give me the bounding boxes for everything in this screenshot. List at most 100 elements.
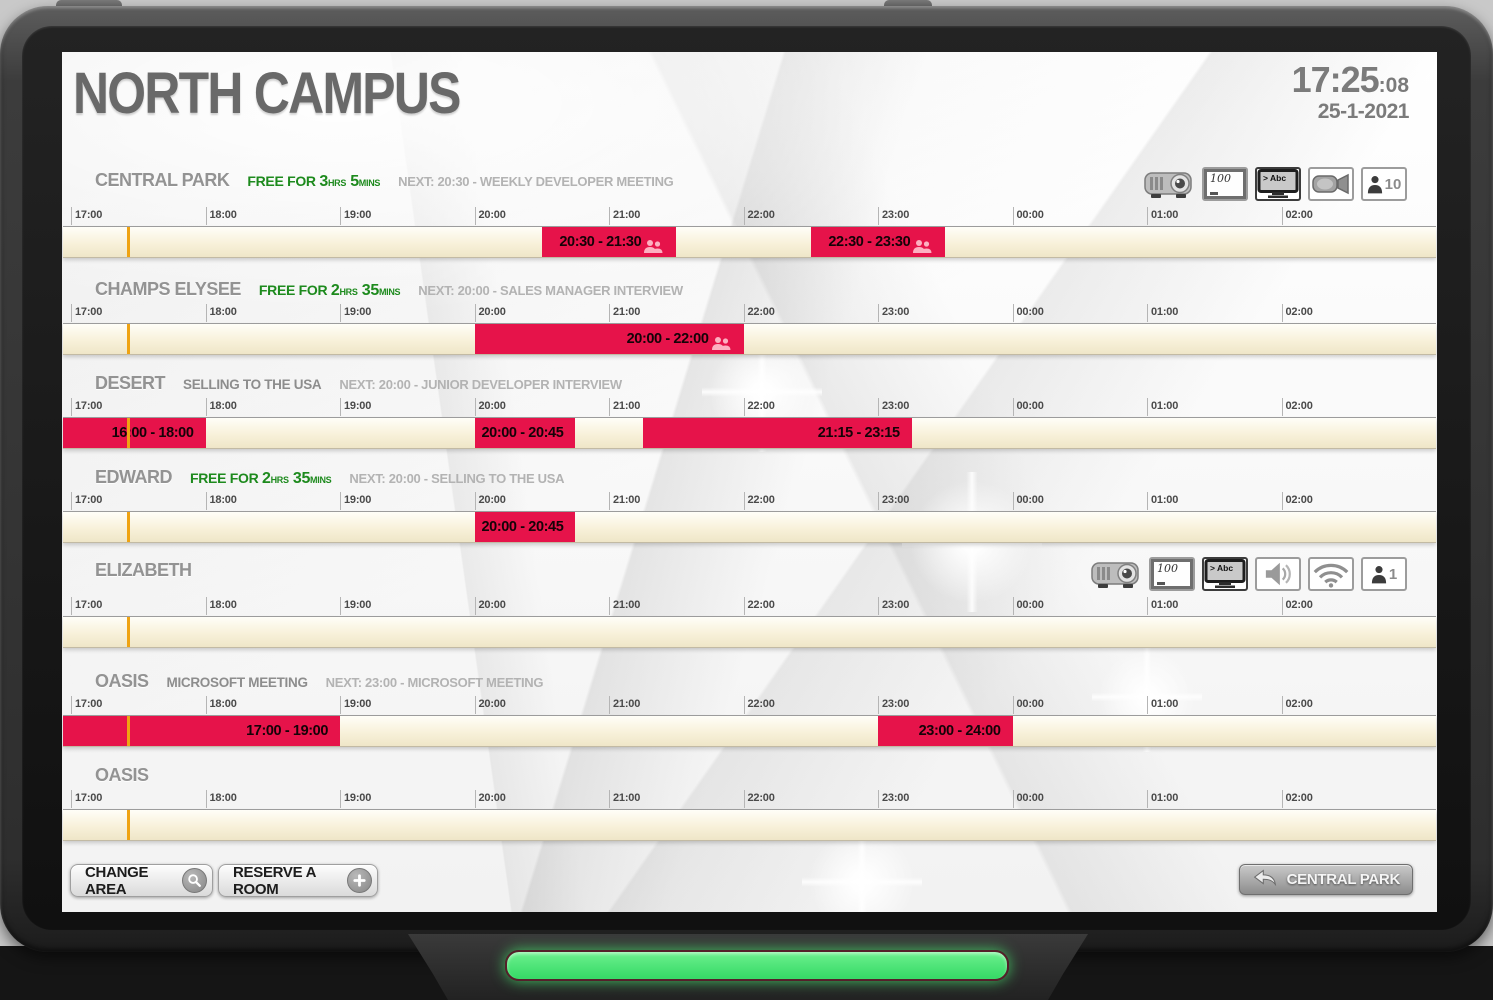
hour-label: 23:00 bbox=[882, 306, 910, 318]
room-row: OASIS MICROSOFT MEETING NEXT: 23:00 - MI… bbox=[62, 671, 1437, 763]
current-time-marker bbox=[127, 227, 131, 257]
hour-label: 00:00 bbox=[1016, 494, 1044, 506]
room-next-meeting: NEXT: 20:00 - SALES MANAGER INTERVIEW bbox=[418, 283, 683, 298]
room-name: DESERT bbox=[95, 373, 166, 393]
room-next-meeting: NEXT: 23:00 - MICROSOFT MEETING bbox=[325, 675, 544, 690]
hour-tick bbox=[743, 492, 745, 510]
hour-tick bbox=[1281, 304, 1283, 322]
room-name: CHAMPS ELYSEE bbox=[95, 279, 241, 299]
hour-tick bbox=[609, 790, 610, 808]
hour-label: 01:00 bbox=[1151, 400, 1179, 412]
hour-label: 21:00 bbox=[613, 792, 641, 804]
date: 25-1-2021 bbox=[1317, 100, 1410, 123]
hour-tick bbox=[1012, 207, 1014, 225]
booking-block[interactable]: 20:00 - 22:00 bbox=[474, 324, 744, 354]
room-row: ELIZABETH 100 > Abc 1 17:00 18:00 19:00 20:00… bbox=[62, 557, 1437, 652]
room-next-meeting: NEXT: 20:00 - SELLING TO THE USA bbox=[349, 471, 565, 486]
hour-label: 19:00 bbox=[344, 698, 372, 710]
svg-text:> Abc: > Abc bbox=[1210, 563, 1233, 573]
video-camera-icon bbox=[1308, 167, 1354, 201]
hour-label: 18:00 bbox=[209, 698, 237, 710]
booking-block[interactable]: 23:00 - 24:00 bbox=[878, 716, 1013, 746]
hour-label: 17:00 bbox=[75, 494, 103, 506]
hour-label: 17:00 bbox=[75, 792, 103, 804]
screen: NORTH CAMPUS 17:25:08 25-1-2021 CHANGE A… bbox=[62, 52, 1437, 912]
hour-label: 01:00 bbox=[1151, 494, 1179, 506]
hour-tick bbox=[878, 790, 879, 808]
hour-label: 02:00 bbox=[1285, 792, 1313, 804]
timeline-ticks: 17:00 18:00 19:00 20:00 21:00 22:00 23:00 00:00… bbox=[63, 207, 1436, 227]
booking-block[interactable]: 20:30 - 21:30 bbox=[541, 227, 677, 257]
hour-label: 19:00 bbox=[344, 306, 372, 318]
hour-tick bbox=[1147, 597, 1148, 615]
booking-block[interactable]: 22:30 - 23:30 bbox=[810, 227, 946, 257]
hour-label: 00:00 bbox=[1016, 400, 1044, 412]
svg-text:100: 100 bbox=[1157, 562, 1178, 575]
hour-label: 20:00 bbox=[478, 306, 506, 318]
timeline-track[interactable]: 16:00 - 18:00 20:00 - 20:45 21:15 - 23:15 bbox=[63, 418, 1436, 449]
booking-block[interactable]: 20:00 - 20:45 bbox=[474, 418, 576, 448]
timeline-track[interactable]: 20:00 - 22:00 bbox=[63, 324, 1436, 355]
booking-block[interactable]: 21:15 - 23:15 bbox=[642, 418, 912, 448]
timeline-track[interactable]: 17:00 - 19:00 23:00 - 24:00 bbox=[63, 716, 1436, 747]
change-area-button[interactable]: CHANGE AREA bbox=[70, 864, 213, 898]
hour-label: 01:00 bbox=[1151, 306, 1179, 318]
room-row: DESERT SELLING TO THE USA NEXT: 20:00 - … bbox=[62, 373, 1437, 465]
back-to-room-button[interactable]: CENTRAL PARK bbox=[1238, 864, 1413, 895]
hour-tick bbox=[205, 492, 207, 510]
timeline-track[interactable]: 20:30 - 21:30 22:30 - 23:30 bbox=[63, 227, 1436, 258]
hour-label: 17:00 bbox=[75, 698, 103, 710]
hour-tick bbox=[474, 597, 476, 615]
room-status: MICROSOFT MEETING bbox=[166, 675, 308, 690]
timeline-track[interactable] bbox=[63, 617, 1436, 648]
room-header: EDWARD FREE FOR 2HRS 35MINS NEXT: 20:00 … bbox=[95, 467, 1437, 501]
hour-tick bbox=[474, 304, 476, 322]
booking-time-label: 20:00 - 20:45 bbox=[481, 425, 564, 441]
timeline-ticks: 17:00 18:00 19:00 20:00 21:00 22:00 23:00 00:00… bbox=[63, 492, 1436, 512]
hour-label: 21:00 bbox=[613, 599, 641, 611]
hour-label: 00:00 bbox=[1016, 698, 1044, 710]
hour-label: 01:00 bbox=[1151, 209, 1179, 221]
hour-label: 19:00 bbox=[344, 792, 372, 804]
attendees-icon bbox=[644, 240, 663, 253]
booking-time-label: 23:00 - 24:00 bbox=[918, 723, 1001, 739]
timeline-ticks: 17:00 18:00 19:00 20:00 21:00 22:00 23:00 00:00… bbox=[63, 597, 1436, 617]
hour-tick bbox=[71, 790, 72, 808]
current-time-marker bbox=[127, 617, 131, 647]
hour-tick bbox=[340, 207, 341, 225]
booking-time-label: 20:00 - 22:00 bbox=[626, 331, 709, 347]
timeline-ticks: 17:00 18:00 19:00 20:00 21:00 22:00 23:00 00:00… bbox=[63, 304, 1436, 324]
booking-block[interactable]: 16:00 - 18:00 bbox=[63, 418, 206, 448]
timeline-track[interactable] bbox=[63, 810, 1436, 841]
reserve-room-button[interactable]: RESERVE A ROOM bbox=[218, 864, 378, 898]
room-header: ELIZABETH 100 > Abc 1 bbox=[95, 557, 1437, 594]
hour-tick bbox=[878, 492, 879, 510]
hour-tick bbox=[205, 398, 207, 416]
hour-label: 23:00 bbox=[882, 400, 910, 412]
svg-text:> Abc: > Abc bbox=[1263, 173, 1286, 183]
timeline-track[interactable]: 20:00 - 20:45 bbox=[63, 512, 1436, 543]
display-icon: > Abc bbox=[1255, 167, 1301, 201]
booking-block[interactable]: 17:00 - 19:00 bbox=[63, 716, 340, 746]
hour-label: 17:00 bbox=[75, 209, 103, 221]
room-row: CENTRAL PARK FREE FOR 3HRS 5MINS NEXT: 2… bbox=[62, 167, 1437, 262]
hour-tick bbox=[743, 207, 745, 225]
booking-block[interactable]: 20:00 - 20:45 bbox=[474, 512, 576, 542]
hour-label: 19:00 bbox=[344, 209, 372, 221]
booking-time-label: 17:00 - 19:00 bbox=[246, 723, 328, 739]
hour-label: 22:00 bbox=[747, 599, 775, 611]
status-led bbox=[505, 950, 1009, 981]
hour-tick bbox=[340, 597, 341, 615]
hour-tick bbox=[474, 492, 476, 510]
hour-tick bbox=[71, 398, 72, 416]
hour-tick bbox=[340, 790, 341, 808]
hour-label: 02:00 bbox=[1285, 209, 1313, 221]
room-name: OASIS bbox=[95, 765, 149, 785]
projector-icon bbox=[1143, 166, 1195, 202]
wifi-icon bbox=[1308, 557, 1354, 591]
room-row: OASIS 17:00 18:00 19:00 20:00 21:00 22:00 23:0… bbox=[62, 765, 1437, 857]
hour-label: 19:00 bbox=[344, 400, 372, 412]
hour-label: 00:00 bbox=[1016, 306, 1044, 318]
hour-label: 19:00 bbox=[344, 494, 372, 506]
